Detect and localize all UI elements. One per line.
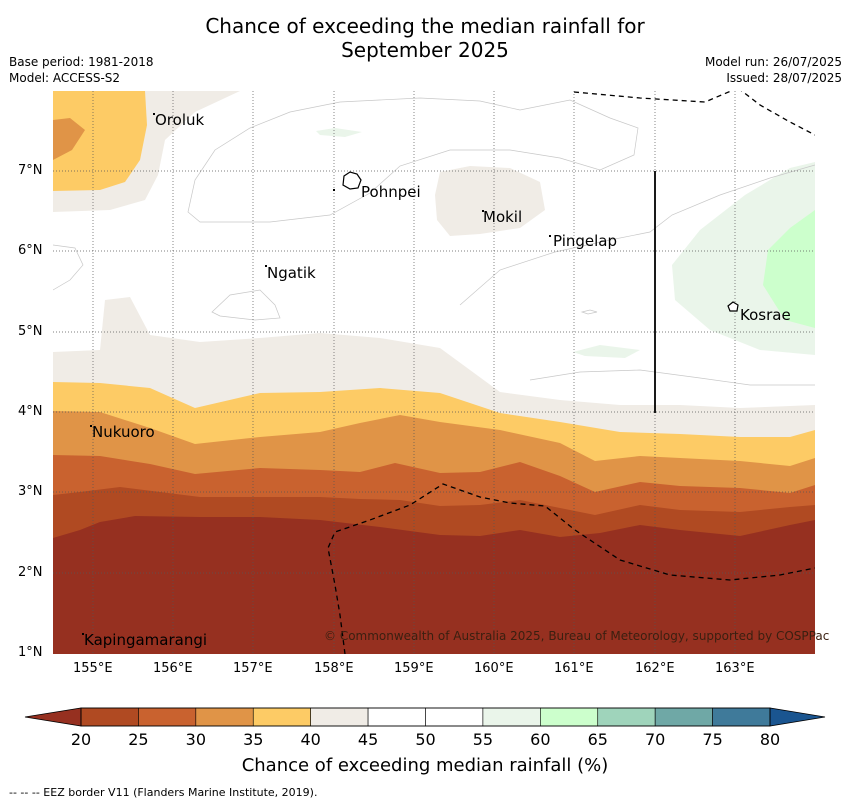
pohnpei-island (342, 171, 362, 190)
colorbar (24, 707, 826, 727)
colorbar-tick: 80 (759, 730, 781, 749)
lon-tick-162: 162°E (635, 661, 675, 676)
colorbar-cell (597, 707, 656, 727)
colorbar-cell (80, 707, 139, 727)
meta-right: Model run: 26/07/2025 Issued: 28/07/2025 (705, 54, 842, 86)
colorbar-cell (310, 707, 369, 727)
colorbar-title: Chance of exceeding median rainfall (%) (241, 755, 609, 776)
colorbar-cells (80, 707, 771, 727)
atoll-markers (82, 113, 551, 635)
blob-yellow-nw (53, 91, 147, 191)
lon-tick-163: 163°E (715, 661, 755, 676)
model-run-label: Model run: 26/07/2025 (704, 55, 842, 69)
colorbar-tick: 20 (70, 730, 92, 749)
place-kosrae: Kosrae (740, 306, 791, 324)
colorbar-over-arrow (770, 708, 825, 726)
lat-tick-1: 1°N (18, 645, 43, 660)
colorbar-cell (367, 707, 426, 727)
place-ngatik: Ngatik (267, 264, 316, 282)
colorbar-tick: 70 (644, 730, 666, 749)
map-plot-area (53, 91, 815, 654)
colorbar-cell (138, 707, 197, 727)
colorbar-cell (540, 707, 599, 727)
blob-green-small (573, 345, 640, 358)
colorbar-cell (195, 707, 254, 727)
blob-orange-nw (53, 118, 85, 160)
copyright-notice: © Commonwealth of Australia 2025, Bureau… (324, 629, 830, 643)
lon-tick-160: 160°E (474, 661, 514, 676)
meta-left: Base period: 1981-2018 Model: ACCESS-S2 (9, 54, 154, 86)
lon-tick-161: 161°E (554, 661, 594, 676)
model-label: Model: ACCESS-S2 (9, 71, 121, 85)
colorbar-tick: 50 (415, 730, 436, 749)
colorbar-tick: 35 (243, 730, 264, 749)
band-below-20 (53, 516, 815, 654)
colorbar-cell (252, 707, 311, 727)
colorbar-tick: 65 (587, 730, 608, 749)
lat-tick-6: 6°N (18, 243, 43, 258)
colorbar-cell (482, 707, 541, 727)
lon-tick-155: 155°E (73, 661, 113, 676)
kosrae-island (727, 301, 739, 312)
colorbar-cell (654, 707, 713, 727)
contour-lines (53, 97, 815, 386)
lon-tick-159: 159°E (394, 661, 434, 676)
lat-tick-4: 4°N (18, 404, 43, 419)
place-nukuoro: Nukuoro (92, 423, 155, 441)
lat-tick-3: 3°N (18, 484, 43, 499)
chart-title: Chance of exceeding the median rainfall … (0, 14, 850, 62)
colorbar-tick: 45 (357, 730, 379, 749)
colorbar-tick: 75 (702, 730, 723, 749)
colorbar-tick: 40 (300, 730, 321, 749)
blob-beige-mokil (435, 166, 545, 236)
colorbar-tick: 55 (472, 730, 494, 749)
base-period-label: Base period: 1981-2018 (9, 55, 154, 69)
colorbar-tick: 25 (128, 730, 149, 749)
colorbar-tick: 60 (530, 730, 551, 749)
colorbar-tick: 30 (185, 730, 207, 749)
lat-tick-7: 7°N (18, 163, 43, 178)
lon-tick-157: 157°E (233, 661, 273, 676)
place-pingelap: Pingelap (553, 232, 618, 250)
issued-label: Issued: 28/07/2025 (726, 71, 842, 85)
place-mokil: Mokil (483, 208, 523, 226)
lon-tick-158: 158°E (314, 661, 354, 676)
blob-green-east-inner (763, 210, 815, 328)
colorbar-cell (425, 707, 484, 727)
title-line-2: September 2025 (341, 38, 509, 62)
lat-tick-5: 5°N (18, 324, 43, 339)
colorbar-under-arrow (25, 708, 81, 726)
blob-green-north (316, 128, 362, 137)
lat-tick-2: 2°N (18, 565, 43, 580)
eez-border (327, 91, 815, 654)
place-pohnpei: Pohnpei (361, 183, 421, 201)
lon-tick-156: 156°E (153, 661, 193, 676)
place-kapingamarangi: Kapingamarangi (84, 631, 208, 649)
title-line-1: Chance of exceeding the median rainfall … (205, 14, 645, 38)
eez-footnote: -- -- -- EEZ border V11 (Flanders Marine… (9, 786, 318, 799)
colorbar-cell (712, 707, 771, 727)
place-oroluk: Oroluk (155, 111, 205, 129)
